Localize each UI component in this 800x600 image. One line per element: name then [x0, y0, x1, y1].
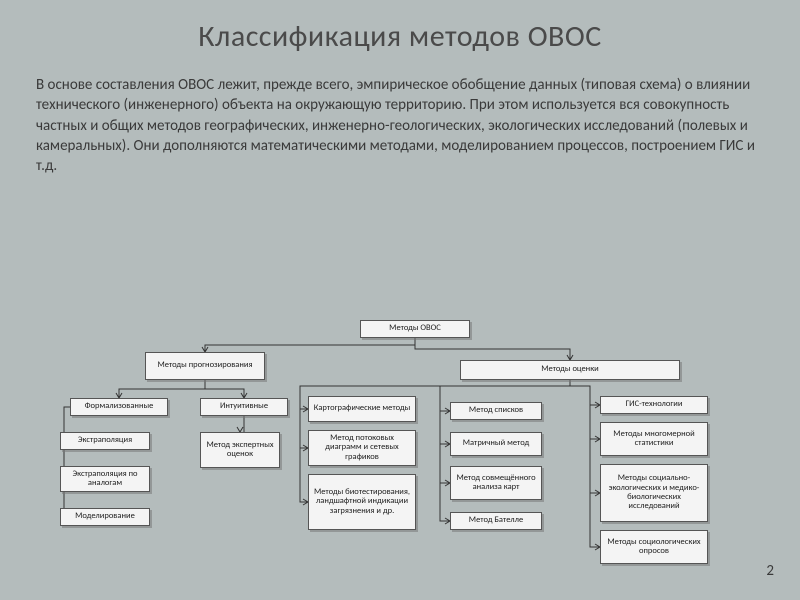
diagram-node: Экстраполяция: [60, 432, 150, 450]
diagram-node: Матричный метод: [450, 432, 542, 456]
page-number: 2: [766, 562, 774, 580]
diagram-node: Моделирование: [60, 508, 150, 526]
diagram-node: Экстраполяция по аналогам: [60, 466, 150, 492]
diagram-node: Метод Бателле: [450, 512, 542, 530]
diagram-node: Методы социологических опросов: [600, 530, 708, 564]
diagram-node: Методы оценки: [460, 360, 680, 380]
diagram-node: Методы социально- экологических и медико…: [600, 464, 708, 522]
diagram-node: Картографические методы: [308, 396, 416, 422]
classification-diagram: Методы ОВОС Методы прогнозирования Методы …: [60, 320, 770, 570]
diagram-node: Интуитивные: [200, 398, 288, 416]
diagram-node: Метод потоковых диаграмм и сетевых графи…: [308, 430, 416, 466]
diagram-node: Методы многомерной статистики: [600, 422, 708, 456]
diagram-node: Методы ОВОС: [360, 320, 470, 338]
diagram-node: Метод экспертных оценок: [200, 432, 280, 468]
diagram-node: Методы биотестирования, ландшафтной инди…: [308, 474, 416, 530]
diagram-node: Метод совмещённого анализа карт: [450, 466, 542, 500]
slide: Классификация методов ОВОС В основе сост…: [0, 0, 800, 600]
slide-title: Классификация методов ОВОС: [36, 18, 764, 55]
diagram-node: Методы прогнозирования: [145, 352, 265, 380]
diagram-node: Формализованные: [70, 398, 168, 416]
diagram-node: Метод списков: [450, 402, 542, 420]
diagram-node: ГИС-технологии: [600, 396, 708, 414]
slide-body: В основе составления ОВОС лежит, прежде …: [36, 75, 764, 176]
